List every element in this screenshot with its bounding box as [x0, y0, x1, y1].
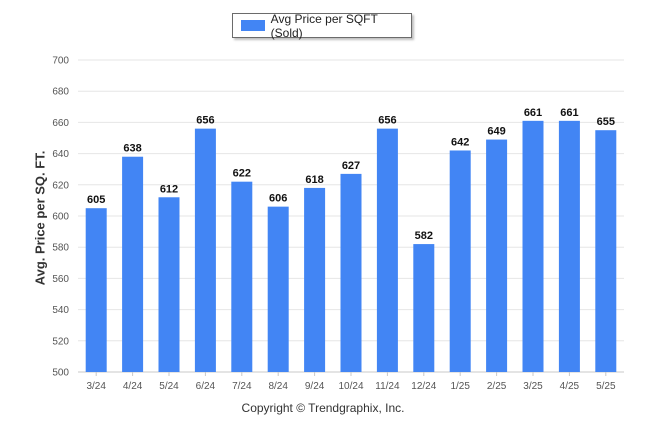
data-label: 649	[487, 126, 505, 138]
legend-label: Avg Price per SQFT (Sold)	[270, 11, 378, 40]
y-tick-label: 640	[52, 149, 69, 160]
y-tick-label: 660	[52, 118, 69, 129]
data-label: 661	[560, 107, 578, 119]
y-tick-label: 580	[52, 243, 69, 254]
data-label: 656	[196, 115, 214, 127]
bar	[486, 139, 508, 372]
data-label: 582	[415, 230, 433, 242]
bar	[158, 197, 180, 372]
y-tick-label: 700	[52, 56, 69, 67]
data-label: 655	[597, 116, 615, 128]
x-tick-label: 1/25	[450, 381, 470, 392]
x-tick-label: 5/25	[596, 381, 616, 392]
data-label: 605	[87, 194, 105, 206]
legend-swatch	[241, 20, 265, 31]
legend[interactable]: Avg Price per SQFT (Sold)	[232, 11, 412, 40]
bar	[340, 173, 362, 372]
bar	[558, 120, 580, 372]
y-tick-label: 620	[52, 180, 69, 191]
data-label: 638	[123, 143, 141, 155]
x-tick-label: 2/25	[487, 381, 507, 392]
copyright-text: Copyright © Trendgraphix, Inc.	[241, 401, 405, 415]
data-label: 661	[524, 107, 542, 119]
bar	[376, 128, 398, 372]
data-label: 622	[233, 168, 251, 180]
x-tick-label: 4/25	[560, 381, 580, 392]
bar	[449, 150, 471, 372]
y-tick-label: 540	[52, 305, 69, 316]
y-tick-label: 600	[52, 212, 69, 223]
x-tick-label: 8/24	[268, 381, 288, 392]
data-label: 656	[378, 115, 396, 127]
x-tick-label: 11/24	[375, 381, 400, 392]
bar	[267, 206, 289, 372]
x-tick-label: 9/24	[305, 381, 325, 392]
data-label: 606	[269, 193, 287, 205]
bar	[413, 244, 435, 372]
data-label: 642	[451, 136, 469, 148]
bar	[595, 130, 617, 372]
x-tick-label: 4/24	[123, 381, 143, 392]
bar	[194, 128, 216, 372]
data-label: 612	[160, 183, 178, 195]
x-tick-label: 12/24	[411, 381, 436, 392]
x-tick-label: 10/24	[338, 381, 363, 392]
data-label: 627	[342, 160, 360, 172]
x-tick-label: 6/24	[196, 381, 216, 392]
x-tick-label: 3/25	[523, 381, 543, 392]
bar	[85, 208, 107, 372]
bar	[522, 120, 544, 372]
bar	[122, 156, 144, 372]
bar	[231, 181, 253, 372]
y-tick-label: 560	[52, 274, 69, 285]
data-label: 618	[305, 174, 323, 186]
x-tick-label: 5/24	[159, 381, 179, 392]
y-tick-label: 680	[52, 87, 69, 98]
x-tick-label: 7/24	[232, 381, 252, 392]
y-tick-label: 520	[52, 336, 69, 347]
x-tick-label: 3/24	[86, 381, 106, 392]
y-tick-label: 500	[52, 368, 69, 379]
bar	[304, 187, 326, 372]
